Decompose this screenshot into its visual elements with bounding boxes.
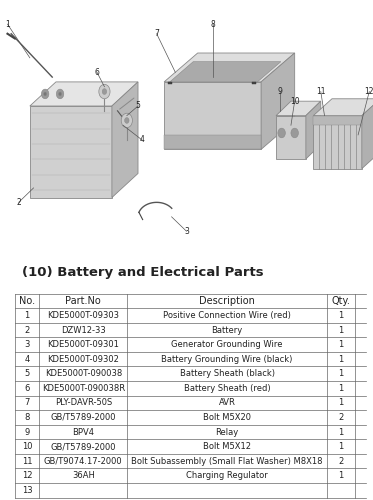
Text: 1: 1 [5,20,10,28]
Text: Bolt M5X12: Bolt M5X12 [203,442,251,451]
Text: Bolt Subassembly (Small Flat Washer) M8X18: Bolt Subassembly (Small Flat Washer) M8X… [131,456,323,466]
Text: 10: 10 [290,96,300,106]
Text: 2: 2 [338,456,344,466]
Text: Qty.: Qty. [332,296,351,306]
Text: Battery Sheath (red): Battery Sheath (red) [184,384,270,393]
Text: GB/T5789-2000: GB/T5789-2000 [50,413,116,422]
Polygon shape [261,53,295,150]
Text: 1: 1 [338,369,344,378]
Text: 8: 8 [25,413,30,422]
Text: Charging Regulator: Charging Regulator [186,471,268,480]
Text: KDE5000T-09302: KDE5000T-09302 [47,354,119,364]
Text: KDE5000T-09301: KDE5000T-09301 [47,340,119,349]
Text: KDE5000T-09303: KDE5000T-09303 [47,311,119,320]
Text: 12: 12 [22,471,32,480]
Text: 7: 7 [154,29,159,38]
Text: DZW12-33: DZW12-33 [61,326,106,334]
Text: PLY-DAVR-50S: PLY-DAVR-50S [55,398,112,407]
Text: Generator Grounding Wire: Generator Grounding Wire [171,340,283,349]
Circle shape [121,113,132,128]
Circle shape [125,118,129,124]
Polygon shape [313,99,373,116]
Text: 6: 6 [25,384,30,393]
Text: 12: 12 [364,87,373,96]
Text: GB/T5789-2000: GB/T5789-2000 [50,442,116,451]
Text: Positive Connection Wire (red): Positive Connection Wire (red) [163,311,291,320]
Circle shape [291,128,298,138]
Text: 1: 1 [338,384,344,393]
Polygon shape [276,101,321,116]
Text: 1: 1 [338,471,344,480]
Text: Battery: Battery [211,326,243,334]
Polygon shape [313,116,362,168]
Bar [168,82,172,84]
Text: No.: No. [19,296,35,306]
Circle shape [44,92,47,96]
Text: 5: 5 [25,369,30,378]
Text: Battery Grounding Wire (black): Battery Grounding Wire (black) [162,354,293,364]
Text: 1: 1 [338,442,344,451]
Text: 1: 1 [338,340,344,349]
Circle shape [99,84,110,99]
Text: 1: 1 [338,326,344,334]
Text: 6: 6 [94,68,100,77]
Text: 10: 10 [22,442,32,451]
Text: Description: Description [199,296,255,306]
Bar [164,135,261,150]
Text: 13: 13 [22,486,32,495]
Circle shape [278,128,285,138]
Polygon shape [306,101,321,159]
Text: 9: 9 [277,87,282,96]
Text: 9: 9 [25,428,30,436]
Polygon shape [276,116,306,159]
Text: 4: 4 [139,135,144,144]
Text: 7: 7 [25,398,30,407]
Text: 3: 3 [25,340,30,349]
Polygon shape [30,106,112,198]
Text: 1: 1 [338,428,344,436]
Text: 4: 4 [25,354,30,364]
Text: KDE5000T-090038: KDE5000T-090038 [45,369,122,378]
Text: 5: 5 [135,102,141,110]
Circle shape [56,89,64,99]
Circle shape [41,89,49,99]
Text: 11: 11 [22,456,32,466]
Text: 8: 8 [210,20,215,28]
Text: GB/T9074.17-2000: GB/T9074.17-2000 [44,456,123,466]
Text: AVR: AVR [219,398,235,407]
Text: 2: 2 [338,413,344,422]
Text: Battery Sheath (black): Battery Sheath (black) [179,369,275,378]
Text: BPV4: BPV4 [72,428,94,436]
Text: (10) Battery and Electrical Parts: (10) Battery and Electrical Parts [22,266,264,279]
Circle shape [102,88,107,94]
Text: KDE5000T-090038R: KDE5000T-090038R [42,384,125,393]
Polygon shape [30,82,138,106]
Text: 36AH: 36AH [72,471,95,480]
Polygon shape [362,99,373,168]
Text: 1: 1 [25,311,30,320]
Text: Relay: Relay [216,428,239,436]
Polygon shape [164,82,261,150]
Text: 2: 2 [16,198,21,207]
Polygon shape [164,53,295,82]
Text: Part.No: Part.No [65,296,101,306]
Polygon shape [112,82,138,198]
Circle shape [59,92,62,96]
Text: Bolt M5X20: Bolt M5X20 [203,413,251,422]
Text: 1: 1 [338,311,344,320]
Text: 1: 1 [338,354,344,364]
Bar [252,82,256,84]
Text: 2: 2 [25,326,30,334]
Text: 3: 3 [184,227,189,236]
Text: 1: 1 [338,398,344,407]
Text: 11: 11 [316,87,326,96]
Polygon shape [170,62,281,82]
Bar [313,116,362,126]
